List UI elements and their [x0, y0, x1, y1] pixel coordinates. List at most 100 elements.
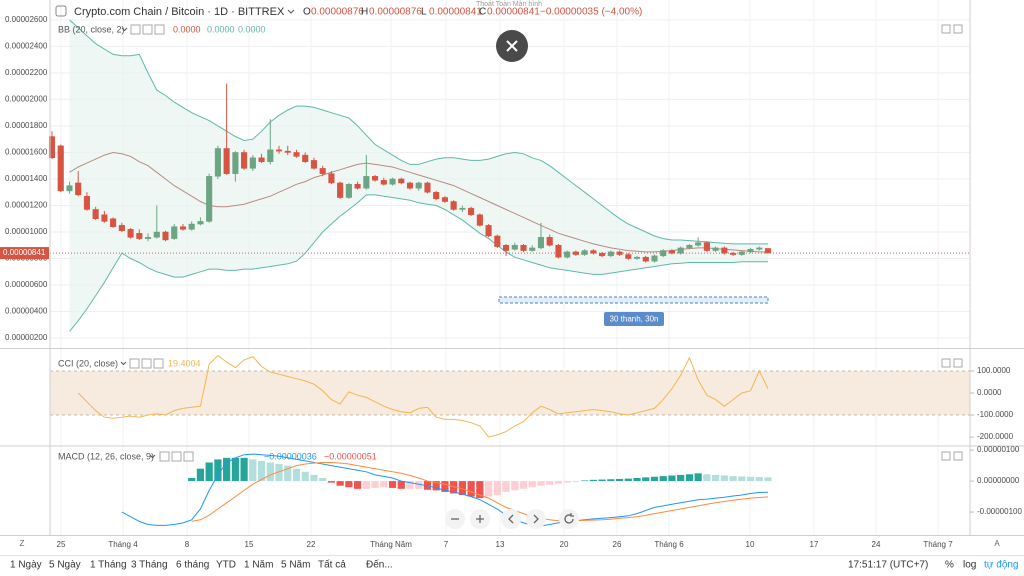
cci-value: 19.4004	[168, 358, 201, 368]
candle-body	[485, 225, 492, 237]
zoom-in-icon[interactable]	[476, 515, 484, 523]
macd-histogram-bar	[301, 471, 309, 482]
panel-button[interactable]	[941, 24, 951, 34]
close-icon[interactable]	[506, 40, 518, 52]
legend-button[interactable]	[159, 451, 170, 462]
candle-body	[337, 182, 344, 198]
macd-histogram-bar	[502, 481, 510, 492]
range-button[interactable]: 6 tháng	[176, 560, 209, 571]
macd-histogram-bar	[196, 468, 205, 482]
candle-body	[712, 247, 719, 251]
legend-dropdown[interactable]	[120, 27, 156, 459]
macd-histogram-bar	[511, 481, 519, 491]
symbol-dropdown[interactable]	[287, 9, 295, 14]
measure-label-box	[604, 312, 664, 326]
reset[interactable]	[559, 509, 579, 529]
scale-option[interactable]: tự động	[984, 560, 1019, 571]
legend-button[interactable]	[142, 24, 153, 35]
y-tick-label: -0.00000100	[977, 507, 1022, 516]
legend-button[interactable]	[130, 24, 141, 35]
exit-fullscreen[interactable]: Thoát Toàn Màn hình	[476, 1, 542, 8]
ohlc-key: O	[303, 7, 311, 18]
price-label: 0.00000841	[3, 248, 46, 257]
candle-body	[345, 184, 352, 198]
range-button[interactable]: 5 Ngày	[49, 560, 81, 571]
cci-legend: CCI (20, close)	[58, 358, 118, 368]
axis-button[interactable]: A	[994, 539, 1000, 548]
macd-histogram-bar	[284, 465, 292, 482]
panel-button[interactable]	[941, 358, 951, 368]
macd-histogram-bar	[581, 480, 589, 482]
y-tick-label: 0.0000	[977, 388, 1002, 397]
ohlc-value: 0.00000841	[487, 7, 540, 18]
candle-body	[372, 176, 379, 181]
y-tick-label: 0.00002200	[5, 68, 48, 77]
macd-histogram-bar	[650, 476, 659, 482]
x-tick-label: 22	[307, 540, 316, 549]
scroll-right-icon[interactable]	[533, 514, 539, 524]
legend-button[interactable]	[141, 358, 152, 369]
candle-body	[581, 250, 588, 255]
range-button[interactable]: 5 Năm	[281, 560, 310, 571]
range-button[interactable]: 1 Tháng	[90, 560, 127, 571]
axis-button[interactable]: Z	[20, 539, 25, 548]
legend-button[interactable]	[171, 451, 182, 462]
candle-body	[136, 233, 143, 239]
macd-histogram-bar	[362, 481, 370, 489]
candle-body	[441, 197, 448, 202]
candle-body	[214, 148, 221, 177]
range-button[interactable]: 3 Tháng	[131, 560, 168, 571]
candle-body	[171, 226, 178, 239]
candle-body	[241, 152, 248, 169]
legend-button[interactable]	[154, 24, 165, 35]
candle-body	[406, 182, 414, 189]
reset-icon[interactable]	[564, 513, 574, 524]
candle-body	[546, 237, 553, 246]
candle-body	[537, 237, 545, 249]
range-button[interactable]: YTD	[216, 560, 236, 571]
candle-body	[625, 254, 632, 259]
macd-histogram-bar	[537, 481, 545, 486]
macd-histogram-bar	[458, 481, 466, 496]
macd-histogram-bar	[659, 476, 667, 482]
legend-button[interactable]	[129, 358, 140, 369]
scale-option[interactable]: %	[945, 560, 954, 571]
candle-body	[319, 168, 326, 174]
panel-button[interactable]	[953, 24, 963, 34]
candle-body	[223, 148, 230, 174]
candle-body	[616, 251, 623, 255]
range-button[interactable]: 1 Năm	[244, 560, 273, 571]
macd-histogram-bar	[327, 481, 336, 483]
settings-icon[interactable]	[55, 5, 67, 17]
candle-body	[232, 152, 239, 174]
candle-body	[83, 195, 90, 210]
panel-button[interactable]	[953, 358, 963, 368]
panel-button[interactable]	[941, 451, 951, 461]
measure-tool: 30 thanh, 30n	[498, 296, 769, 326]
legend-button[interactable]	[183, 451, 194, 462]
close-button[interactable]	[496, 30, 528, 62]
macd-histogram-bar	[546, 481, 554, 485]
macd-histogram-bar	[615, 478, 624, 482]
scroll-left-icon[interactable]	[508, 514, 514, 524]
candle-body	[153, 231, 160, 238]
candle-body	[293, 152, 300, 157]
range-button[interactable]: 1 Ngày	[10, 560, 42, 571]
range-button[interactable]: Tất cả	[318, 559, 346, 571]
legend-button[interactable]	[153, 358, 164, 369]
candle-body	[267, 149, 274, 162]
candle-body	[162, 231, 169, 241]
candle-body	[354, 184, 361, 189]
panel-button[interactable]	[953, 451, 963, 461]
candle-body	[206, 176, 213, 222]
goto-date[interactable]: Đến...	[366, 559, 393, 571]
candle-body	[363, 176, 370, 189]
scroll-right[interactable]	[526, 509, 546, 529]
macd-histogram-bar	[598, 479, 606, 482]
scroll-left[interactable]	[501, 509, 521, 529]
candle-body	[302, 154, 309, 162]
y-tick-label: 0.00001600	[5, 148, 48, 157]
scale-option[interactable]: log	[963, 560, 976, 571]
macd-histogram-bar	[589, 479, 597, 482]
candle-body	[110, 218, 117, 227]
